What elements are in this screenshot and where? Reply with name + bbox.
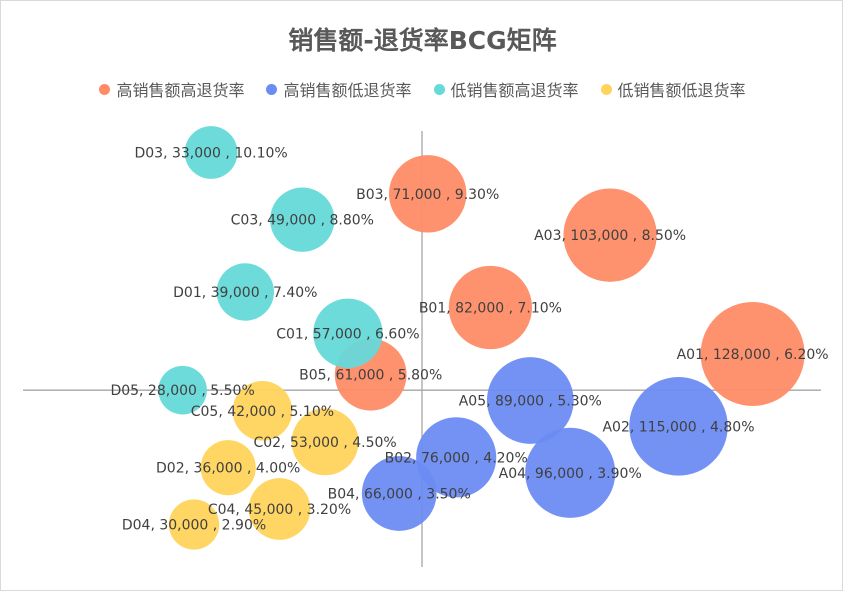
bubble-c02[interactable] [291,408,359,476]
legend-marker [266,83,278,95]
legend-item-low-sales-low-return[interactable]: 低销售额低退货率 [600,77,746,101]
data-label-d02: D02, 36,000 , 4.00% [156,461,300,477]
bubble-d04[interactable] [168,499,220,550]
bubble-d03[interactable] [184,126,238,179]
data-label-b01: B01, 82,000 , 7.10% [419,301,562,317]
data-label-c01: C01, 57,000 , 6.60% [276,326,419,342]
bubble-d02[interactable] [200,440,256,496]
data-label-a05: A05, 89,000 , 5.30% [459,394,602,410]
data-label-d03: D03, 33,000 , 10.10% [134,146,287,162]
legend-marker [600,83,612,95]
chart-title: 销售额-退货率BCG矩阵 [288,26,557,55]
bubble-d05[interactable] [158,365,207,415]
bubbles [158,126,805,550]
legend-marker [433,83,445,95]
data-labels: B03, 71,000 , 9.30% A03, 103,000 , 8.50% B… [110,146,828,534]
data-label-d01: D01, 39,000 , 7.40% [173,285,317,301]
bubble-a01[interactable] [700,302,805,406]
data-label-d04: D04, 30,000 , 2.90% [122,518,266,534]
legend-label: 高销售额高退货率 [116,81,245,100]
data-label-d05: D05, 28,000 , 5.50% [110,383,254,399]
bubble-a05[interactable] [486,357,574,444]
bubble-a02[interactable] [629,377,728,476]
bubble-a03[interactable] [563,188,657,282]
data-label-b03: B03, 71,000 , 9.30% [356,187,499,203]
chart-legend: 高销售额高退货率 高销售额低退货率 低销售额高退货率 低销售额低退货率 [1,77,843,101]
bubble-d01[interactable] [216,263,275,321]
legend-item-high-sales-low-return[interactable]: 高销售额低退货率 [266,77,412,101]
data-label-c02: C02, 53,000 , 4.50% [253,435,396,451]
bubble-a04[interactable] [525,427,616,518]
data-label-a03: A03, 103,000 , 8.50% [534,228,686,244]
bubble-c04[interactable] [248,478,311,540]
data-label-c03: C03, 49,000 , 8.80% [231,213,374,229]
data-label-c04: C04, 45,000 , 3.20% [208,502,351,518]
bubble-b02[interactable] [416,417,497,498]
bubble-b03[interactable] [388,155,467,233]
legend-label: 高销售额低退货率 [283,81,412,100]
data-label-a04: A04, 96,000 , 3.90% [499,466,642,482]
legend-marker [99,83,111,95]
legend-item-low-sales-high-return[interactable]: 低销售额高退货率 [433,77,579,101]
data-label-b02: B02, 76,000 , 4.20% [385,450,528,466]
data-label-b04: B04, 66,000 , 3.50% [328,487,471,503]
bubble-c01[interactable] [313,298,383,369]
data-label-b05: B05, 61,000 , 5.80% [299,368,442,384]
bubble-b01[interactable] [448,265,533,350]
bubble-b04[interactable] [361,456,437,531]
data-label-c05: C05, 42,000 , 5.10% [191,404,334,420]
bubble-c05[interactable] [232,381,293,441]
bubble-c03[interactable] [270,187,335,252]
legend-item-high-sales-high-return[interactable]: 高销售额高退货率 [99,77,244,101]
legend-label: 低销售额高退货率 [450,81,579,100]
data-label-a02: A02, 115,000 , 4.80% [602,419,754,435]
data-label-a01: A01, 128,000 , 6.20% [677,347,829,363]
legend-label: 低销售额低退货率 [617,81,746,100]
